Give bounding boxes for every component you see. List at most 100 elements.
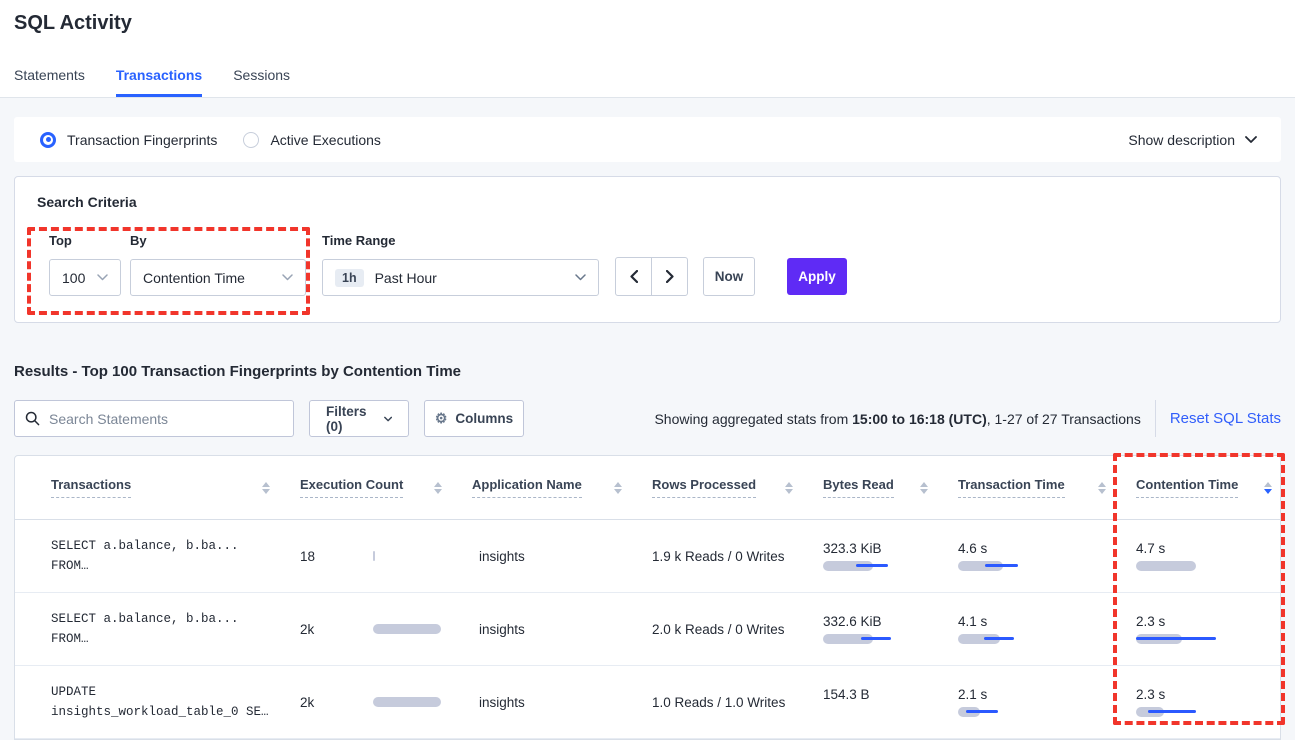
execution-count-cell: 2k xyxy=(300,593,472,665)
bytes-read-cell: 323.3 KiB xyxy=(823,541,958,571)
search-statements-input[interactable] xyxy=(49,410,283,427)
transaction-time-bar xyxy=(958,561,1003,571)
results-heading: Results - Top 100 Transaction Fingerprin… xyxy=(14,363,462,380)
table-row[interactable]: UPDATE insights_workload_table_0 SE… 2k … xyxy=(15,666,1280,739)
transaction-query-link[interactable]: SELECT a.balance, b.ba... FROM… xyxy=(51,539,239,573)
top-select-value: 100 xyxy=(62,269,86,286)
tab-transactions[interactable]: Transactions xyxy=(115,67,203,97)
radio-selected-icon xyxy=(40,131,56,148)
rows-processed-cell: 1.0 Reads / 1.0 Writes xyxy=(652,694,786,710)
application-name-cell: insights xyxy=(479,694,525,710)
execution-count-bar xyxy=(373,551,375,561)
column-header-execution-count[interactable]: Execution Count xyxy=(300,477,472,498)
chevron-down-icon xyxy=(282,274,293,281)
application-name-cell: insights xyxy=(479,621,525,637)
contention-time-bar xyxy=(1136,561,1196,571)
column-header-transactions[interactable]: Transactions xyxy=(51,477,300,498)
results-controls-row: Filters (0) ⚙ Columns Showing aggregated… xyxy=(14,400,1281,437)
application-name-cell: insights xyxy=(479,548,525,564)
time-range-value: Past Hour xyxy=(374,269,437,286)
tab-sessions[interactable]: Sessions xyxy=(233,67,291,83)
chevron-down-icon xyxy=(1245,136,1257,143)
time-range-label: Time Range xyxy=(322,233,396,248)
column-header-application-name[interactable]: Application Name xyxy=(472,477,652,498)
transaction-time-marker xyxy=(985,564,1018,567)
next-time-button[interactable] xyxy=(651,257,688,296)
contention-time-marker xyxy=(1148,710,1196,713)
contention-time-cell: 2.3 s xyxy=(1136,687,1280,717)
chevron-right-icon xyxy=(665,270,674,283)
sort-icon[interactable] xyxy=(434,481,442,494)
chevron-down-icon xyxy=(383,416,392,421)
show-description-label: Show description xyxy=(1128,131,1235,148)
radio-label: Transaction Fingerprints xyxy=(67,131,218,148)
radio-active-executions[interactable]: Active Executions xyxy=(243,131,381,148)
search-criteria-heading: Search Criteria xyxy=(37,194,137,210)
aggregated-stats-text: Showing aggregated stats from 15:00 to 1… xyxy=(654,410,1141,427)
column-header-bytes-read[interactable]: Bytes Read xyxy=(823,477,958,498)
sort-icon-active-desc[interactable] xyxy=(1264,481,1272,494)
now-button[interactable]: Now xyxy=(703,257,755,296)
radio-transaction-fingerprints[interactable]: Transaction Fingerprints xyxy=(40,131,218,148)
filters-label: Filters (0) xyxy=(326,403,367,434)
columns-button[interactable]: ⚙ Columns xyxy=(424,400,524,437)
radio-unselected-icon xyxy=(243,131,260,148)
contention-time-cell: 2.3 s xyxy=(1136,614,1280,644)
by-select-value: Contention Time xyxy=(143,269,245,286)
table-header-row: Transactions Execution Count Application… xyxy=(15,456,1280,520)
sort-icon[interactable] xyxy=(785,481,793,494)
table-row[interactable]: SELECT a.balance, b.ba... FROM… 2k insig… xyxy=(15,593,1280,666)
table-row[interactable]: SELECT a.balance, b.ba... FROM… 18 insig… xyxy=(15,520,1280,593)
time-range-badge: 1h xyxy=(335,268,364,287)
transaction-query-link[interactable]: SELECT a.balance, b.ba... FROM… xyxy=(51,612,239,646)
previous-time-button[interactable] xyxy=(615,257,652,296)
sort-icon[interactable] xyxy=(1098,481,1106,494)
tab-statements[interactable]: Statements xyxy=(14,67,85,83)
time-range-select[interactable]: 1h Past Hour xyxy=(322,259,599,296)
transaction-time-bar xyxy=(958,634,1000,644)
column-header-contention-time[interactable]: Contention Time xyxy=(1136,477,1280,498)
divider xyxy=(1154,400,1156,437)
by-select[interactable]: Contention Time xyxy=(130,259,306,296)
bytes-read-cell: 332.6 KiB xyxy=(823,614,958,644)
apply-button[interactable]: Apply xyxy=(787,258,847,295)
search-statements-box xyxy=(14,400,294,437)
by-label: By xyxy=(130,233,147,248)
top-label: Top xyxy=(49,233,72,248)
tab-bar: Statements Transactions Sessions xyxy=(14,67,290,97)
execution-count-cell: 2k xyxy=(300,666,472,738)
transaction-query-link[interactable]: UPDATE insights_workload_table_0 SE… xyxy=(51,685,269,719)
bytes-read-cell: 154.3 B xyxy=(823,687,870,702)
column-header-rows-processed[interactable]: Rows Processed xyxy=(652,477,823,498)
transaction-time-cell: 4.1 s xyxy=(958,614,1136,644)
execution-count-bar xyxy=(373,624,441,634)
sort-icon[interactable] xyxy=(262,481,270,494)
gear-icon: ⚙ xyxy=(434,410,448,426)
show-description-toggle[interactable]: Show description xyxy=(1128,132,1257,148)
filters-button[interactable]: Filters (0) xyxy=(309,400,409,437)
columns-label: Columns xyxy=(455,411,514,426)
top-select[interactable]: 100 xyxy=(49,259,121,296)
column-header-transaction-time[interactable]: Transaction Time xyxy=(958,477,1136,498)
transactions-table: Transactions Execution Count Application… xyxy=(14,455,1281,740)
search-icon xyxy=(25,411,40,426)
execution-count-bar xyxy=(373,697,441,707)
rows-processed-cell: 2.0 k Reads / 0 Writes xyxy=(652,621,785,637)
transaction-time-marker xyxy=(966,710,998,713)
transaction-time-marker xyxy=(984,637,1014,640)
sort-icon[interactable] xyxy=(920,481,928,494)
bytes-read-marker xyxy=(861,637,891,640)
reset-sql-stats-link[interactable]: Reset SQL Stats xyxy=(1169,410,1281,427)
sort-icon[interactable] xyxy=(614,481,622,494)
transaction-time-cell: 2.1 s xyxy=(958,687,1136,717)
chevron-left-icon xyxy=(629,270,638,283)
radio-label: Active Executions xyxy=(270,131,381,148)
top-bar: SQL Activity Statements Transactions Ses… xyxy=(0,0,1295,98)
chevron-down-icon xyxy=(97,274,108,281)
contention-time-marker xyxy=(1136,637,1216,640)
execution-count-cell: 18 xyxy=(300,520,472,592)
rows-processed-cell: 1.9 k Reads / 0 Writes xyxy=(652,548,785,564)
transaction-time-cell: 4.6 s xyxy=(958,541,1136,571)
contention-time-cell: 4.7 s xyxy=(1136,541,1280,571)
view-toggle-band: Transaction Fingerprints Active Executio… xyxy=(14,117,1281,162)
